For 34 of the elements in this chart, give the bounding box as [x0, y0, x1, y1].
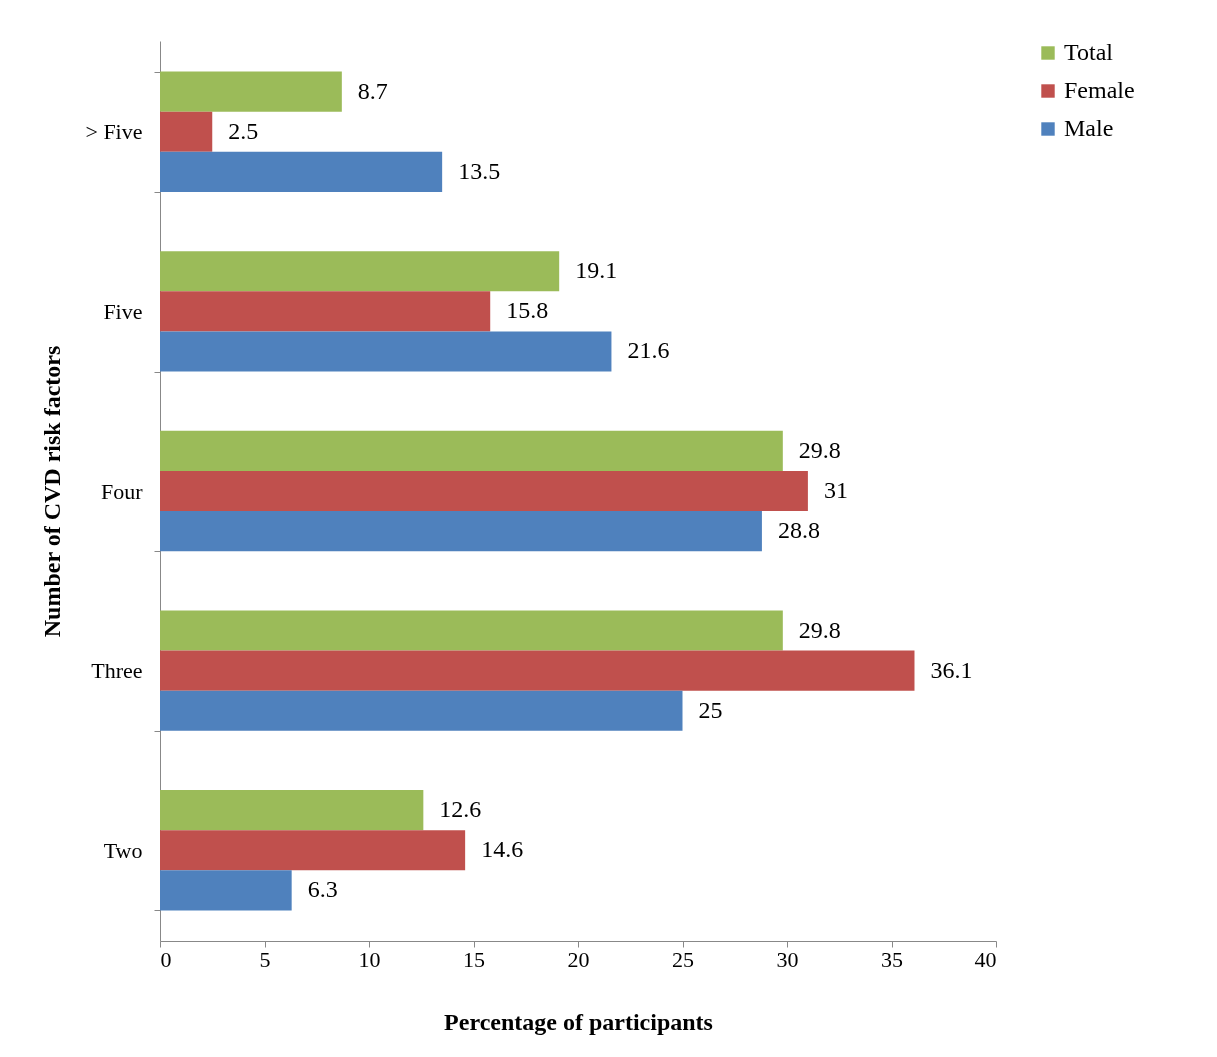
data-label: 29.8	[798, 436, 841, 463]
data-label: 15.8	[506, 297, 549, 324]
data-label: 14.6	[481, 836, 524, 863]
x-tick-label: 10	[358, 946, 381, 972]
x-tick-label: 15	[463, 946, 485, 972]
x-tick-label: 0	[160, 946, 172, 972]
data-label: 28.8	[777, 517, 820, 544]
data-label: 25	[698, 696, 723, 723]
x-tick-label: 35	[881, 946, 903, 972]
y-tick-label: Four	[100, 478, 144, 504]
data-label: 6.3	[307, 876, 338, 903]
data-label: 31	[823, 477, 848, 503]
legend-label: Male	[1064, 115, 1114, 141]
data-label: 12.6	[439, 796, 482, 823]
data-label: 36.1	[930, 656, 973, 683]
data-label: 8.7	[357, 77, 388, 104]
x-tick-label: 30	[776, 946, 799, 972]
data-label: 19.1	[575, 257, 618, 284]
data-label: 29.8	[798, 616, 841, 643]
x-axis-title: Percentage of participants	[444, 1008, 713, 1035]
legend-label: Female	[1064, 77, 1135, 103]
y-tick-label: Three	[91, 658, 143, 684]
data-label: 2.5	[228, 117, 259, 144]
data-label: 13.5	[458, 157, 501, 184]
x-tick-label: 40	[974, 946, 997, 972]
y-tick-label: Five	[103, 298, 143, 324]
legend-label: Total	[1064, 39, 1114, 65]
y-tick-label: Two	[103, 837, 143, 863]
y-tick-label: > Five	[85, 119, 143, 145]
x-tick-label: 5	[259, 946, 271, 972]
x-tick-label: 25	[672, 946, 694, 972]
y-axis-title: Number of CVD risk factors	[39, 345, 66, 638]
data-label: 21.6	[627, 337, 670, 364]
x-tick-label: 20	[567, 946, 590, 972]
